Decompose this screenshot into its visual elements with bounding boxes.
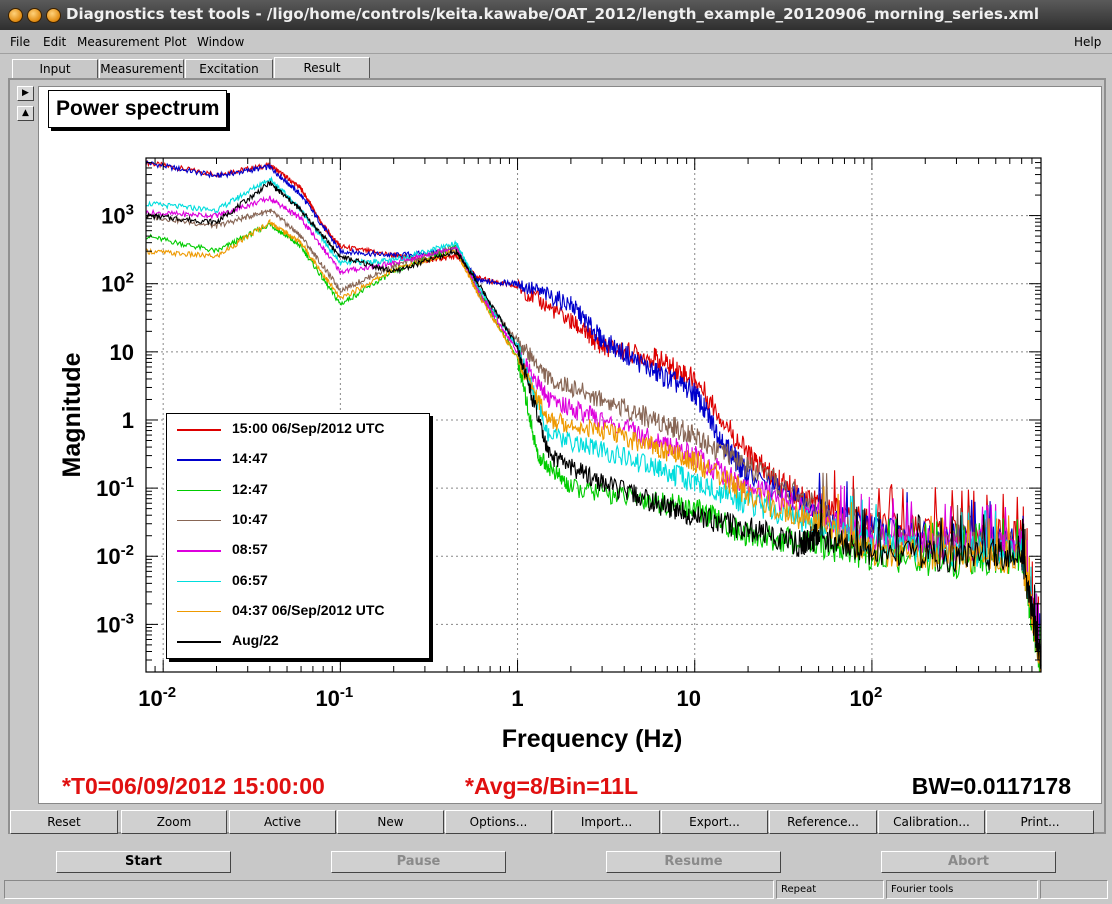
x-tick-label: 10-2 [138,684,176,711]
series-line-3 [145,208,1042,665]
legend-swatch [177,519,221,522]
plot-toolbar: Reset Zoom Active New Options... Import.… [10,810,1102,834]
legend-entry: 04:37 06/Sep/2012 UTC [175,602,425,622]
legend-swatch [177,610,221,613]
legend-swatch [177,489,221,492]
print-button[interactable]: Print... [986,810,1094,834]
menu-bar: File Edit Measurement Plot Window Help [0,30,1112,54]
legend-entry: 08:57 [175,541,425,561]
calibration-button[interactable]: Calibration... [878,810,985,834]
avg-bin-label: *Avg=8/Bin=11L [465,773,638,799]
legend-entry: 10:47 [175,511,425,531]
legend-swatch [177,550,221,552]
options-button[interactable]: Options... [445,810,552,834]
menu-edit[interactable]: Edit [43,35,67,49]
close-window-icon[interactable] [8,8,23,23]
legend-label: 04:37 06/Sep/2012 UTC [232,601,385,618]
tab-result[interactable]: Result [274,57,370,81]
resume-button[interactable]: Resume [606,851,781,873]
window-title: Diagnostics test tools - /ligo/home/cont… [66,5,1040,23]
legend-label: Aug/22 [232,632,279,649]
y-tick-label: 10-3 [96,610,134,637]
y-tick-label: 10 [110,340,134,365]
legend-label: 14:47 [232,450,268,467]
start-button[interactable]: Start [56,851,231,873]
status-fourier-tools: Fourier tools [886,880,1038,899]
y-tick-label: 10-1 [96,474,134,501]
tab-measurement[interactable]: Measurement [99,59,184,80]
zoom-button[interactable]: Zoom [121,810,227,834]
legend-swatch [177,429,221,431]
legend-label: 12:47 [232,480,268,497]
reset-button[interactable]: Reset [10,810,118,834]
legend-label: 15:00 06/Sep/2012 UTC [232,420,385,436]
menu-measurement[interactable]: Measurement [77,35,160,49]
series-line-7 [145,180,1042,669]
legend-entry: 12:47 [175,481,425,501]
maximize-window-icon[interactable] [46,8,61,23]
active-button[interactable]: Active [229,810,336,834]
status-repeat: Repeat [776,880,884,899]
legend-entry: 15:00 06/Sep/2012 UTC [175,420,425,440]
legend-label: 10:47 [232,510,268,527]
menu-file[interactable]: File [10,35,31,49]
legend-swatch [177,459,221,461]
tab-excitation[interactable]: Excitation [185,59,273,80]
legend-swatch [177,580,221,582]
plot-frame [145,157,1042,673]
plot-title: Power spectrum [48,90,228,128]
expand-right-icon[interactable]: ▶ [17,86,34,101]
y-tick-label: 1 [122,408,134,433]
bandwidth-label: BW=0.0117178 [912,773,1071,799]
legend-label: 06:57 [232,571,268,588]
reference-button[interactable]: Reference... [769,810,877,834]
legend-entry: Aug/22 [175,632,425,652]
x-tick-label: 1 [511,686,523,711]
x-tick-label: 10 [676,686,700,711]
status-message [4,880,774,899]
legend-entry: 14:47 [175,450,425,470]
new-button[interactable]: New [337,810,444,834]
x-tick-label: 102 [850,684,883,711]
t0-label: *T0=06/09/2012 15:00:00 [62,773,325,799]
y-axis-title: Magnitude [58,352,86,477]
import-button[interactable]: Import... [553,810,660,834]
y-tick-label: 10-2 [96,542,134,569]
x-axis-title: Frequency (Hz) [502,725,683,753]
menu-plot[interactable]: Plot [164,35,187,49]
minimize-window-icon[interactable] [27,8,42,23]
collapse-up-icon[interactable]: ▲ [17,106,34,121]
legend-label: 08:57 [232,541,268,558]
legend-swatch [177,641,221,643]
tab-bar: Input Measurement Excitation Result [0,54,1112,81]
menu-help[interactable]: Help [1074,35,1102,49]
y-tick-label: 102 [101,270,134,297]
export-button[interactable]: Export... [661,810,768,834]
title-bar: Diagnostics test tools - /ligo/home/cont… [0,0,1112,30]
status-extra [1040,880,1108,899]
status-bar: Repeat Fourier tools [4,880,1108,900]
legend-entry: 06:57 [175,572,425,592]
y-tick-label: 103 [101,202,134,229]
pause-button[interactable]: Pause [331,851,506,873]
x-tick-label: 10-1 [315,684,353,711]
menu-window[interactable]: Window [197,35,245,49]
chart-legend: 15:00 06/Sep/2012 UTC 14:47 12:47 10:47 08:5… [166,413,430,659]
abort-button[interactable]: Abort [881,851,1056,873]
tab-input[interactable]: Input [12,59,98,80]
